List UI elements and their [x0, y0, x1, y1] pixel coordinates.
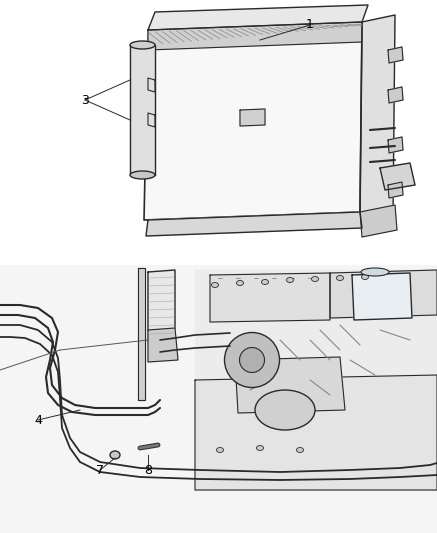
Polygon shape [235, 357, 345, 413]
Ellipse shape [296, 448, 304, 453]
Polygon shape [352, 273, 412, 320]
Ellipse shape [212, 282, 218, 287]
Polygon shape [330, 270, 437, 318]
Ellipse shape [110, 451, 120, 459]
Ellipse shape [255, 390, 315, 430]
Polygon shape [148, 113, 155, 127]
Ellipse shape [130, 41, 155, 49]
Polygon shape [388, 137, 403, 153]
Text: 8: 8 [144, 464, 152, 477]
Polygon shape [148, 5, 368, 30]
Polygon shape [360, 15, 395, 215]
Ellipse shape [216, 448, 223, 453]
Text: 1: 1 [306, 19, 314, 31]
Polygon shape [144, 22, 362, 220]
Ellipse shape [225, 333, 280, 387]
Polygon shape [0, 265, 437, 533]
Ellipse shape [236, 280, 243, 286]
Ellipse shape [239, 348, 264, 373]
Ellipse shape [361, 274, 368, 279]
Ellipse shape [336, 276, 343, 280]
Ellipse shape [312, 277, 319, 281]
Ellipse shape [130, 171, 155, 179]
Polygon shape [360, 205, 397, 237]
Polygon shape [148, 78, 155, 92]
Polygon shape [388, 182, 403, 198]
Polygon shape [380, 163, 415, 190]
Polygon shape [130, 45, 155, 175]
Ellipse shape [287, 278, 294, 282]
Polygon shape [210, 273, 330, 322]
Polygon shape [388, 47, 403, 63]
Polygon shape [148, 22, 362, 50]
Polygon shape [195, 375, 437, 490]
Polygon shape [146, 212, 362, 236]
Polygon shape [388, 87, 403, 103]
Text: 3: 3 [81, 93, 89, 107]
Ellipse shape [361, 268, 389, 276]
Polygon shape [240, 109, 265, 126]
Text: 7: 7 [96, 464, 104, 477]
Polygon shape [195, 270, 437, 490]
Polygon shape [138, 268, 145, 400]
Text: 4: 4 [34, 414, 42, 426]
Polygon shape [148, 328, 178, 362]
Ellipse shape [257, 446, 264, 450]
Polygon shape [148, 270, 175, 342]
Ellipse shape [261, 279, 268, 285]
